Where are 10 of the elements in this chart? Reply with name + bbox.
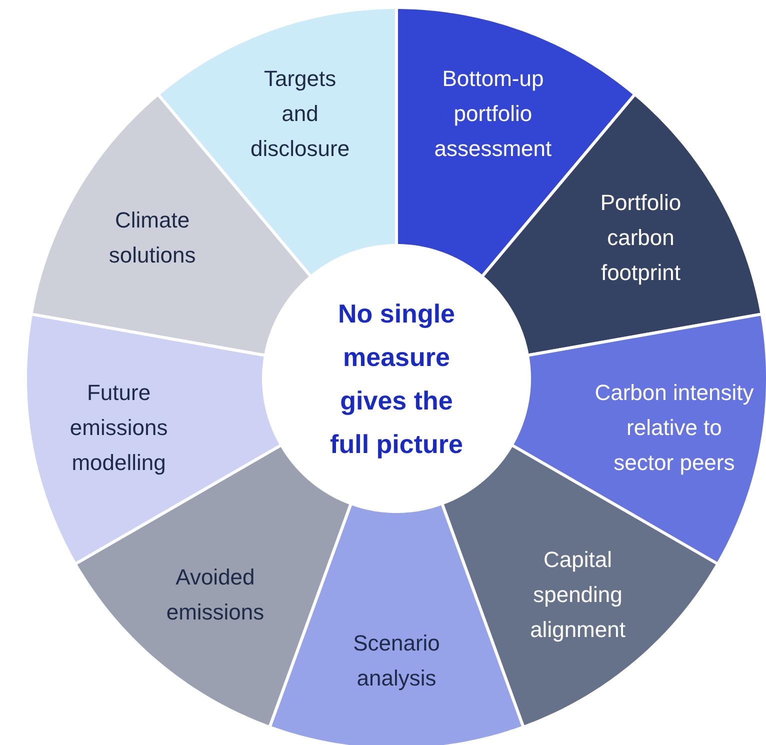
slice-label: Avoided emissions <box>166 564 264 625</box>
slice-label: Portfolio carbon footprint <box>600 190 682 285</box>
slice-label: Climate solutions <box>108 208 196 268</box>
slice-label: Targets and disclosure <box>250 66 350 162</box>
slice-label: Future emissions modelling <box>70 380 168 475</box>
slice-label: Carbon intensity relative to sector peers <box>594 380 754 475</box>
slice-label: Scenario analysis <box>353 630 440 690</box>
slice-label: Bottom-up portfolio assessment <box>434 66 552 162</box>
slice-label: Capital spending alignment <box>530 547 626 642</box>
text: No single measure gives the full picture <box>330 298 463 459</box>
